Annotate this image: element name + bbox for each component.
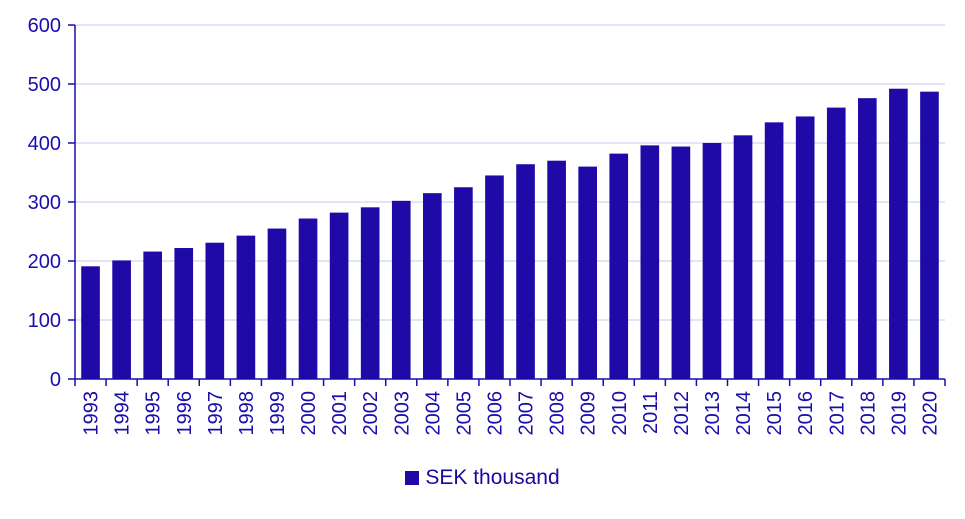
bar-2007 (516, 164, 535, 379)
bar-1998 (236, 235, 256, 379)
x-tick-label: 2019 (888, 391, 910, 436)
bar-2013 (702, 143, 722, 379)
x-tick-label: 2003 (391, 391, 413, 436)
x-tick-label: 1999 (267, 391, 289, 436)
bar-2001 (329, 212, 349, 379)
bar-2008 (547, 160, 566, 379)
x-tick-label: 2009 (578, 391, 600, 436)
bar-2014 (733, 135, 753, 379)
x-tick-label: 2010 (609, 391, 631, 436)
legend-swatch (405, 471, 420, 485)
x-tick-label: 1993 (81, 391, 103, 436)
bar-2015 (764, 122, 784, 379)
legend-label: SEK thousand (425, 466, 560, 489)
bar-1999 (267, 228, 287, 379)
bar-2020 (920, 91, 939, 380)
bar-2005 (454, 187, 473, 379)
bar-2012 (671, 146, 691, 379)
bar-1994 (112, 260, 131, 379)
x-tick-label: 2008 (547, 391, 569, 436)
bar-2009 (578, 166, 597, 379)
axes (68, 24, 946, 386)
y-tick-label: 600 (28, 15, 61, 37)
y-tick-label: 400 (28, 133, 61, 155)
bar-2006 (485, 175, 504, 379)
bar-2002 (360, 207, 380, 379)
x-tick-label: 2002 (360, 391, 382, 436)
bar-2018 (858, 98, 877, 379)
bar-2016 (795, 116, 815, 379)
bar-2000 (298, 218, 318, 379)
y-tick-label: 0 (50, 369, 61, 391)
x-tick-label: 1996 (174, 391, 196, 436)
bars (81, 88, 939, 380)
x-tick-label: 2007 (516, 391, 538, 436)
x-tick-label: 1994 (112, 391, 134, 436)
x-tick-label: 1997 (205, 391, 227, 436)
legend: SEK thousand (0, 466, 965, 490)
x-tick-label: 2005 (453, 391, 475, 436)
x-tick-label: 2018 (857, 391, 879, 436)
y-tick-label: 200 (28, 251, 61, 273)
x-tick-label: 2015 (764, 391, 786, 436)
bar-2010 (609, 153, 629, 379)
bar-1997 (205, 242, 225, 379)
x-tick-label: 2001 (329, 391, 351, 436)
x-tick-label: 2011 (640, 391, 662, 434)
x-tick-labels: 1993 1994 1995 1996 1997 1998 1999 2000 2001 2002… (81, 391, 942, 436)
bar-2004 (423, 193, 442, 379)
x-tick-label: 2020 (919, 391, 941, 436)
x-tick-label: 2000 (298, 391, 320, 436)
bar-2003 (391, 200, 411, 379)
bar-2011 (640, 145, 660, 379)
y-tick-label: 300 (28, 192, 61, 214)
x-tick-label: 2004 (422, 391, 444, 436)
x-tick-label: 2012 (671, 391, 693, 436)
x-tick-label: 2013 (702, 391, 724, 436)
x-tick-label: 2006 (484, 391, 506, 436)
bar-1996 (174, 248, 194, 379)
x-tick-label: 2016 (795, 391, 817, 436)
bar-2017 (826, 107, 846, 379)
x-tick-label: 2017 (826, 391, 848, 436)
y-tick-label: 100 (28, 310, 61, 332)
y-tick-label: 500 (28, 74, 61, 96)
bar-2019 (889, 88, 908, 379)
x-tick-label: 2014 (733, 391, 755, 436)
x-tick-label: 1998 (236, 391, 258, 436)
x-tick-label: 1995 (143, 391, 165, 436)
y-tick-labels: 0 100 200 300 400 500 600 (28, 15, 61, 391)
bar-1993 (81, 266, 100, 379)
bar-1995 (143, 251, 162, 379)
